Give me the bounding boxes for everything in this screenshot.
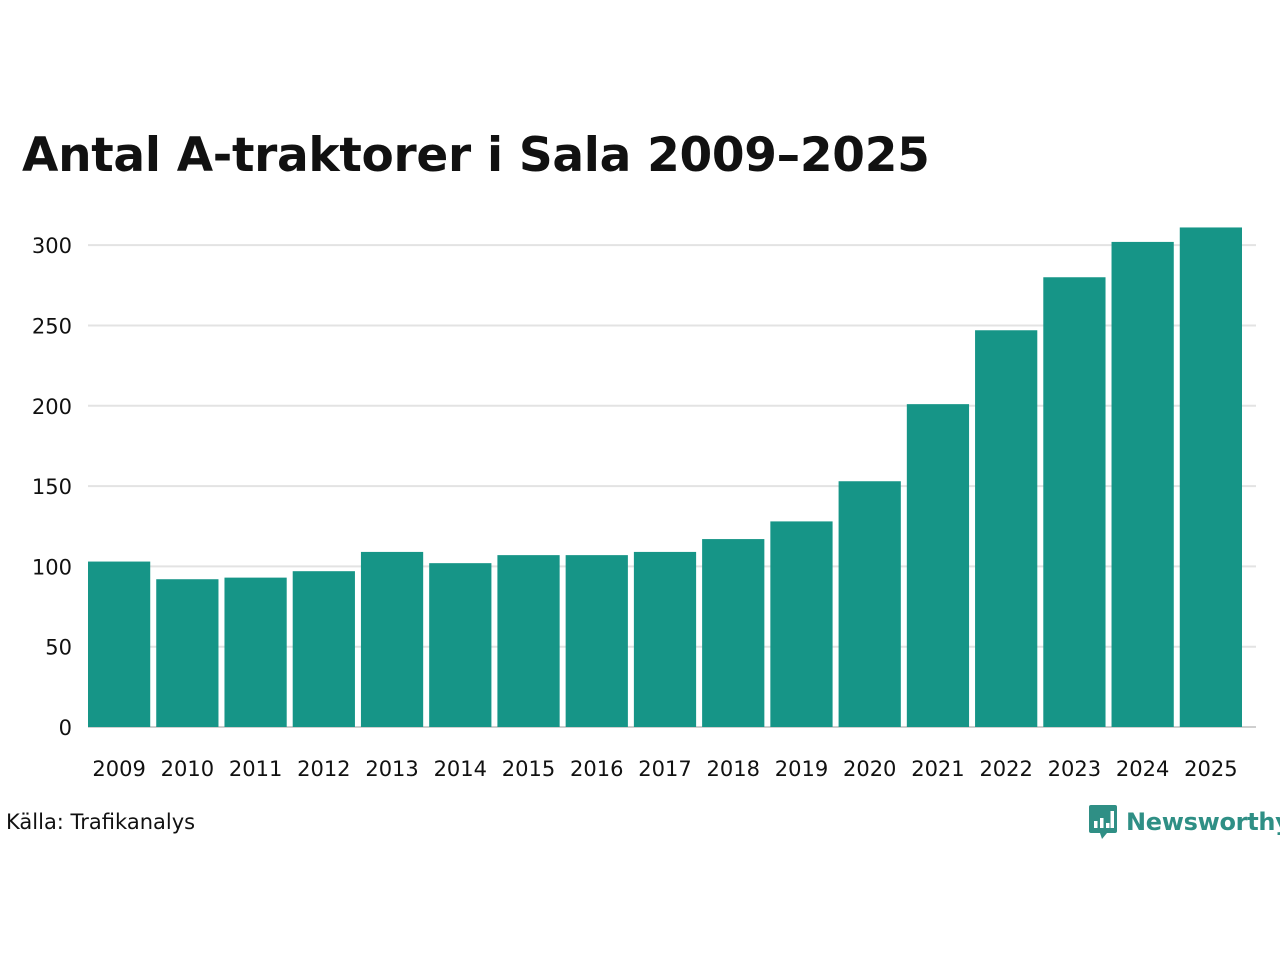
brand-name: Newsworthy xyxy=(1126,808,1280,836)
x-tick-label: 2025 xyxy=(1184,757,1237,781)
bar-2020 xyxy=(838,481,901,727)
bar-2017 xyxy=(633,551,697,727)
bar-2022 xyxy=(975,330,1038,727)
brand-logo: Newsworthy xyxy=(1088,804,1280,840)
x-tick-label: 2021 xyxy=(911,757,964,781)
x-tick-label: 2011 xyxy=(229,757,282,781)
bar-chart-speech-bubble-icon xyxy=(1089,805,1117,839)
y-tick-label: 200 xyxy=(32,395,72,419)
bar-2025 xyxy=(1179,227,1242,728)
bar-2009 xyxy=(88,561,151,727)
x-tick-label: 2015 xyxy=(502,757,555,781)
bar-2019 xyxy=(770,521,833,727)
x-axis-ticks: 2009 2010 2011 2012 2013 2014 2015 2016 2017 2018… xyxy=(92,757,1237,781)
bar-2010 xyxy=(156,579,219,727)
bar-2018 xyxy=(702,539,765,727)
source-note: Källa: Trafikanalys xyxy=(6,810,196,834)
y-tick-label: 300 xyxy=(32,234,72,258)
x-tick-label: 2009 xyxy=(92,757,145,781)
x-tick-label: 2018 xyxy=(707,757,760,781)
x-tick-label: 2012 xyxy=(297,757,350,781)
y-tick-label: 100 xyxy=(32,555,72,579)
x-tick-label: 2017 xyxy=(638,757,691,781)
y-tick-label: 0 xyxy=(59,716,72,740)
x-tick-label: 2020 xyxy=(843,757,896,781)
bar-2013 xyxy=(360,551,424,727)
bar-2012 xyxy=(292,571,355,727)
x-tick-label: 2023 xyxy=(1048,757,1101,781)
chart-title: Antal A-traktorer i Sala 2009–2025 xyxy=(22,128,930,183)
x-tick-label: 2013 xyxy=(365,757,418,781)
x-tick-label: 2019 xyxy=(775,757,828,781)
bar-2014 xyxy=(429,563,492,727)
x-tick-label: 2010 xyxy=(161,757,214,781)
x-tick-label: 2016 xyxy=(570,757,623,781)
x-tick-label: 2014 xyxy=(434,757,487,781)
y-axis-ticks: 0 50 100 150 200 250 300 xyxy=(32,234,72,740)
x-tick-label: 2022 xyxy=(979,757,1032,781)
bar-2011 xyxy=(224,577,287,727)
y-tick-label: 150 xyxy=(32,475,72,499)
bar-2015 xyxy=(497,555,560,727)
bar-2021 xyxy=(906,404,970,727)
y-tick-label: 50 xyxy=(45,636,72,660)
y-tick-label: 250 xyxy=(32,314,72,338)
bar-2023 xyxy=(1043,277,1106,727)
x-tick-label: 2024 xyxy=(1116,757,1169,781)
bars xyxy=(88,227,1242,728)
bar-2024 xyxy=(1111,241,1174,727)
bar-2016 xyxy=(565,555,628,727)
